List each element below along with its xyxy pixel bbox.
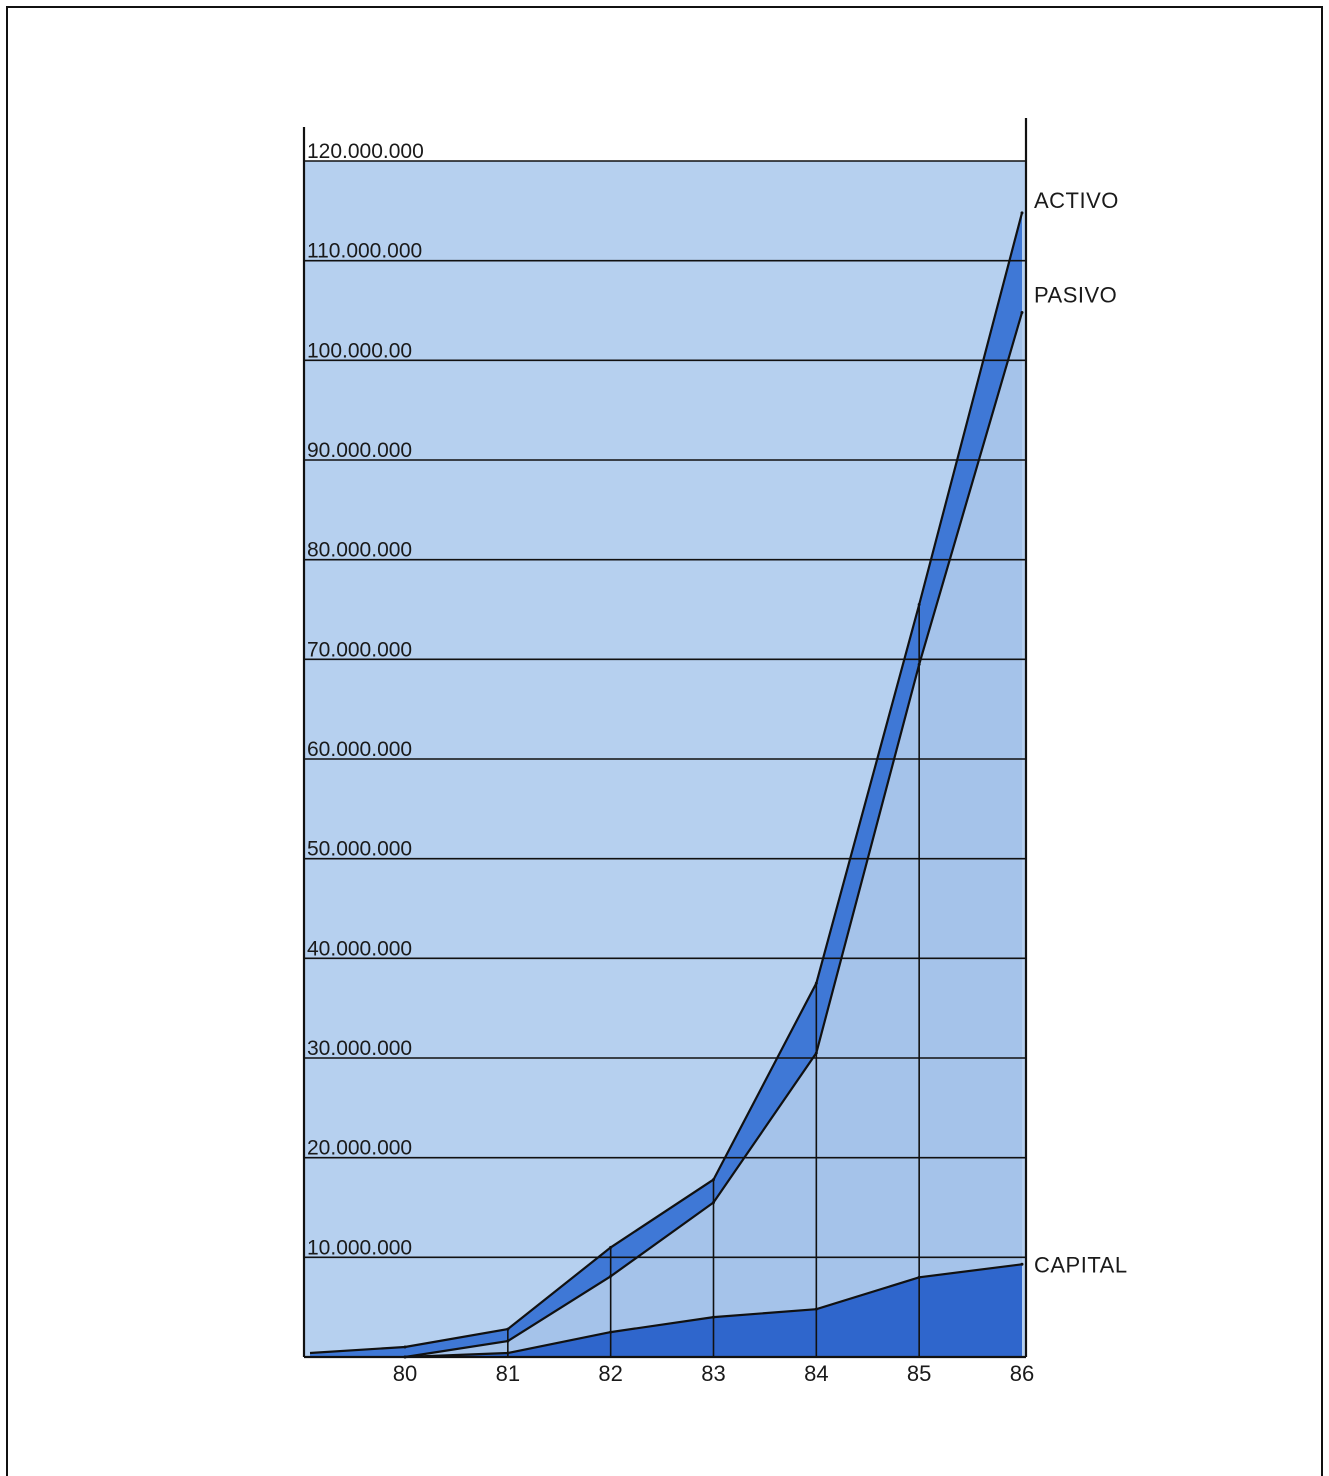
- pasivo-point-82: [609, 1274, 613, 1278]
- y-tick-label: 40.000.000: [307, 937, 412, 960]
- series-outlines: [309, 211, 1024, 1359]
- pasivo-point-83: [712, 1201, 715, 1205]
- pasivo-point-81: [506, 1339, 510, 1343]
- x-tick-label: 84: [804, 1361, 828, 1386]
- activo-point-85: [917, 603, 921, 607]
- y-tick-label: 120.000.000: [307, 140, 424, 163]
- capital-point-83: [712, 1315, 715, 1319]
- capital-point-86: [1020, 1262, 1024, 1266]
- activo-point-84: [814, 981, 818, 985]
- activo-point-86: [1020, 211, 1024, 215]
- chart-frame: [6, 6, 1323, 1476]
- series-label-capital: CAPITAL: [1034, 1252, 1128, 1277]
- y-tick-label: 90.000.000: [307, 439, 412, 462]
- grid-lines: [304, 160, 1026, 1259]
- y-tick-label: 30.000.000: [307, 1037, 412, 1060]
- y-tick-label: 10.000.000: [307, 1236, 412, 1259]
- series-labels: ACTIVO PASIVO CAPITAL: [1034, 188, 1128, 1277]
- pasivo-point-86: [1020, 310, 1024, 314]
- series-label-activo: ACTIVO: [1034, 188, 1119, 213]
- series-label-pasivo: PASIVO: [1034, 282, 1117, 307]
- pasivo-area: [405, 312, 1022, 1357]
- activo-point-83: [712, 1178, 715, 1182]
- x-tick-label: 82: [598, 1361, 622, 1386]
- y-tick-label: 50.000.000: [307, 838, 412, 861]
- capital-point-85: [917, 1275, 921, 1279]
- x-tick-label: 83: [701, 1361, 725, 1386]
- y-tick-label: 20.000.000: [307, 1137, 412, 1160]
- pasivo-point-84: [814, 1051, 818, 1055]
- x-tick-label: 81: [496, 1361, 520, 1386]
- capital-series-layer: [405, 1264, 1022, 1357]
- capital-area: [405, 1264, 1022, 1357]
- year-drop-lines: [507, 604, 920, 1357]
- x-tick-label: 80: [393, 1361, 417, 1386]
- x-tick-label: 86: [1010, 1361, 1034, 1386]
- axes: [302, 118, 1028, 1359]
- x-tick-labels: 80 81 82 83 84 85 86: [393, 1361, 1034, 1386]
- x-tick-label: 85: [907, 1361, 931, 1386]
- capital-point-84: [814, 1307, 818, 1311]
- capital-point-81: [506, 1351, 510, 1355]
- activo-line: [309, 212, 1024, 1355]
- y-tick-label: 60.000.000: [307, 738, 412, 761]
- y-tick-labels: 10.000.000 20.000.000 30.000.000 40.000.000…: [307, 140, 424, 1259]
- capital-point-82: [609, 1330, 613, 1334]
- y-tick-label: 110.000.000: [307, 240, 422, 263]
- pasivo-point-85: [917, 662, 921, 666]
- activo-point-80: [403, 1345, 407, 1349]
- pasivo-series-layer: [405, 312, 1022, 1357]
- y-tick-label: 80.000.000: [307, 539, 412, 562]
- y-tick-label: 100.000.00: [307, 339, 412, 362]
- activo-point-82: [609, 1245, 613, 1249]
- activo-point-81: [506, 1327, 510, 1331]
- y-tick-label: 70.000.000: [307, 638, 412, 661]
